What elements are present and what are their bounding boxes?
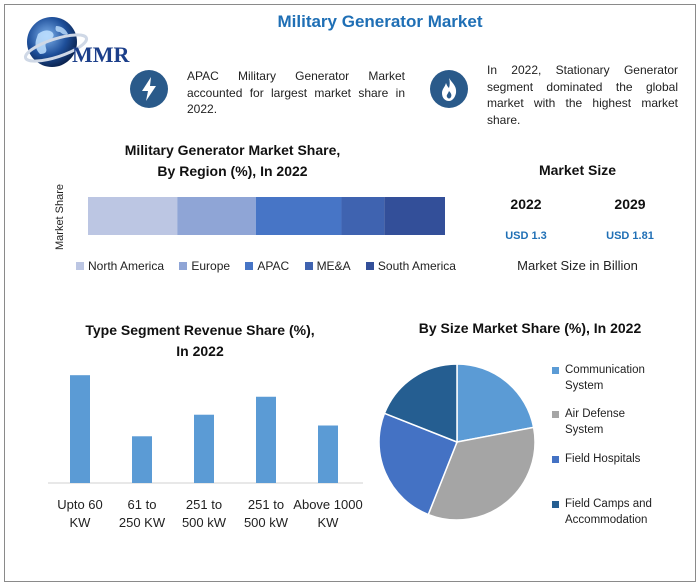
market-size-year-2022: 2022 — [510, 196, 542, 212]
type-bar-3 — [256, 396, 276, 483]
type-category-label: 61 to 250 KW — [119, 497, 166, 530]
type-chart-title-line2: In 2022 — [176, 343, 224, 359]
type-category-label: 251 to 500 kW — [182, 497, 227, 530]
market-size-value-2029: USD 1.81 — [606, 230, 654, 242]
logo-text: MMR — [72, 42, 131, 67]
region-legend-item-europe: Europe — [179, 259, 230, 273]
region-segment-apac — [255, 197, 342, 235]
infographic-frame — [4, 4, 696, 582]
pie-legend-label: Air Defense System — [565, 408, 626, 436]
region-segment-south-america — [384, 197, 445, 235]
mmr-logo: MMR — [22, 14, 152, 70]
region-segment-north-america — [88, 197, 178, 235]
pie-legend-swatch — [552, 501, 559, 508]
region-legend-swatch — [245, 262, 254, 270]
pie-legend-label: Field Camps and Accommodation — [565, 498, 652, 526]
region-legend-swatch — [365, 262, 374, 270]
info-left-text: APAC Military Generator Market accounted… — [187, 69, 405, 116]
pie-legend: Communication System Air Defense System Fi… — [552, 362, 692, 532]
region-legend-label: Europe — [191, 259, 231, 273]
market-size-year-2029: 2029 — [614, 196, 646, 212]
pie-legend-item-air-defense-system: Air Defense System — [552, 406, 692, 438]
market-size-title: Market Size — [538, 162, 617, 178]
pie-legend-item-communication-system: Communication System — [552, 362, 692, 394]
region-legend-label: APAC — [257, 259, 290, 273]
pie-legend-swatch — [552, 411, 559, 418]
pie-legend-label: Field Hospitals — [565, 453, 641, 465]
type-category-label: Upto 60 KW — [57, 497, 103, 530]
pie-legend-label: Communication System — [565, 364, 645, 392]
region-chart-title: Military Generator Market Share, By Regi… — [100, 140, 365, 182]
region-legend-swatch — [304, 262, 313, 270]
flame-icon — [430, 70, 468, 108]
type-bar-chart: Upto 60 KW 61 to 250 KW 251 to 500 kW 251 to 50… — [48, 375, 363, 530]
pie-legend-swatch — [552, 367, 559, 374]
pie-legend-item-field-camps-and-accommodation: Field Camps and Accommodation — [552, 496, 692, 528]
region-chart-y-axis-label: Market Share — [54, 183, 66, 250]
pie-legend-swatch — [552, 456, 559, 463]
type-bar-4 — [318, 425, 338, 483]
region-legend-swatch — [76, 262, 84, 270]
region-chart-title-line1: Military Generator Market Share, — [124, 142, 341, 158]
market-size-value-2022: USD 1.3 — [505, 230, 547, 242]
region-legend-item-me-a: ME&A — [304, 259, 351, 273]
region-legend-label: South America — [377, 259, 456, 273]
type-bar-1 — [132, 436, 152, 483]
region-legend-swatch — [179, 262, 188, 270]
region-legend-item-north-america: North America — [76, 259, 164, 273]
size-pie-chart — [378, 363, 536, 521]
region-legend-item-south-america: South America — [365, 259, 456, 273]
pie-slice-field-camps-and-accommodation — [383, 363, 458, 444]
type-category-label: 251 to 500 kW — [244, 497, 289, 530]
page-title: Military Generator Market — [277, 12, 483, 31]
type-bar-2 — [194, 414, 214, 483]
pie-slice-field-hospitals — [378, 412, 458, 516]
info-right-text: In 2022, Stationary Generator segment do… — [487, 63, 678, 127]
pie-chart-title: By Size Market Share (%), In 2022 — [418, 320, 642, 336]
region-legend-label: ME&A — [316, 259, 351, 273]
region-segment-me-a — [341, 197, 385, 235]
pie-slice-communication-system — [456, 363, 535, 443]
region-stacked-bar — [88, 197, 445, 235]
type-chart-title: Type Segment Revenue Share (%), In 2022 — [60, 320, 340, 362]
type-bar-0 — [70, 375, 90, 483]
type-category-label: Above 1000 KW — [293, 497, 362, 530]
region-chart-title-line2: By Region (%), In 2022 — [157, 163, 308, 179]
region-legend: North America Europe APAC ME&A South America — [76, 259, 456, 273]
region-legend-label: North America — [88, 259, 165, 273]
pie-slice-air-defense-system — [427, 426, 536, 521]
type-chart-title-line1: Type Segment Revenue Share (%), — [85, 322, 315, 338]
region-segment-europe — [177, 197, 256, 235]
region-legend-item-apac: APAC — [245, 259, 289, 273]
bolt-icon — [130, 70, 168, 108]
pie-legend-item-field-hospitals: Field Hospitals — [552, 451, 692, 467]
market-size-caption: Market Size in Billion — [517, 258, 638, 273]
